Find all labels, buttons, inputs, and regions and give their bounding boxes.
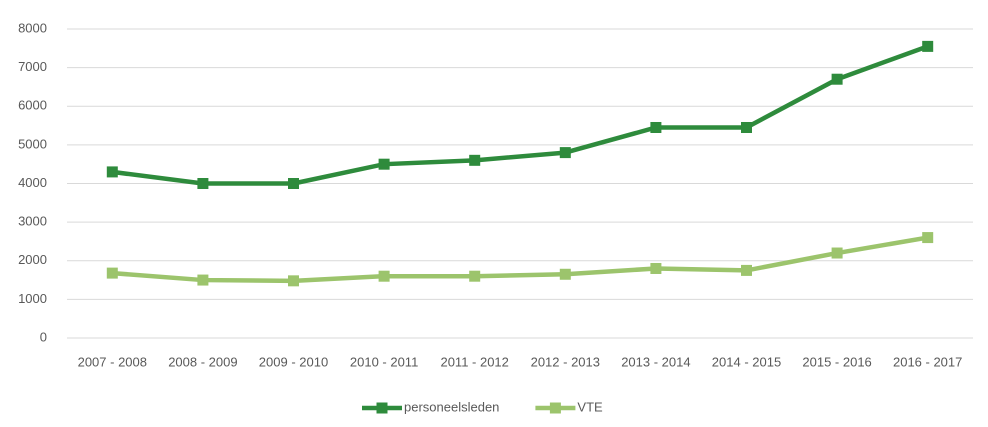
series-line <box>112 44 929 186</box>
data-point <box>469 154 481 166</box>
data-point <box>741 121 752 133</box>
x-tick-label: 2016 - 2017 <box>893 354 962 369</box>
x-tick-label: 2009 - 2010 <box>259 354 328 369</box>
x-tick-label: 2013 - 2014 <box>621 354 690 369</box>
data-point <box>922 40 934 52</box>
x-tick-label: 2010 - 2011 <box>350 354 418 369</box>
data-point <box>378 270 390 282</box>
y-tick-label: 5000 <box>18 136 47 151</box>
data-point <box>197 274 209 286</box>
y-tick-label: 2000 <box>18 252 47 267</box>
series-line <box>112 235 929 284</box>
data-point <box>469 270 481 282</box>
data-point <box>831 73 843 85</box>
data-point <box>559 147 571 159</box>
x-tick-label: 2008 - 2009 <box>168 354 237 369</box>
data-point <box>378 158 390 170</box>
x-tick-label: 2012 - 2013 <box>531 354 600 369</box>
x-tick-label: 2011 - 2012 <box>440 354 508 369</box>
legend-marker <box>376 402 388 414</box>
data-point <box>197 178 209 189</box>
y-tick-label: 4000 <box>18 175 47 190</box>
data-point <box>559 268 571 280</box>
y-tick-label: 1000 <box>18 291 47 306</box>
data-point <box>106 166 118 178</box>
legend-label: personeelsleden <box>404 399 499 414</box>
x-tick-label: 2014 - 2015 <box>712 354 781 369</box>
legend-marker <box>549 402 561 414</box>
y-tick-label: 8000 <box>18 20 47 35</box>
y-tick-label: 0 <box>40 329 47 344</box>
data-point <box>831 247 843 259</box>
x-tick-label: 2007 - 2008 <box>78 354 147 369</box>
y-tick-label: 3000 <box>18 214 47 229</box>
data-point <box>922 232 934 244</box>
data-point <box>288 178 299 189</box>
y-tick-label: 7000 <box>18 59 47 74</box>
y-tick-label: 6000 <box>18 98 47 113</box>
x-tick-label: 2015 - 2016 <box>802 354 871 369</box>
data-point <box>106 267 118 279</box>
data-point <box>741 264 752 276</box>
legend-label: VTE <box>577 399 603 414</box>
data-point <box>288 275 299 287</box>
data-point <box>650 121 662 133</box>
data-point <box>650 262 662 274</box>
